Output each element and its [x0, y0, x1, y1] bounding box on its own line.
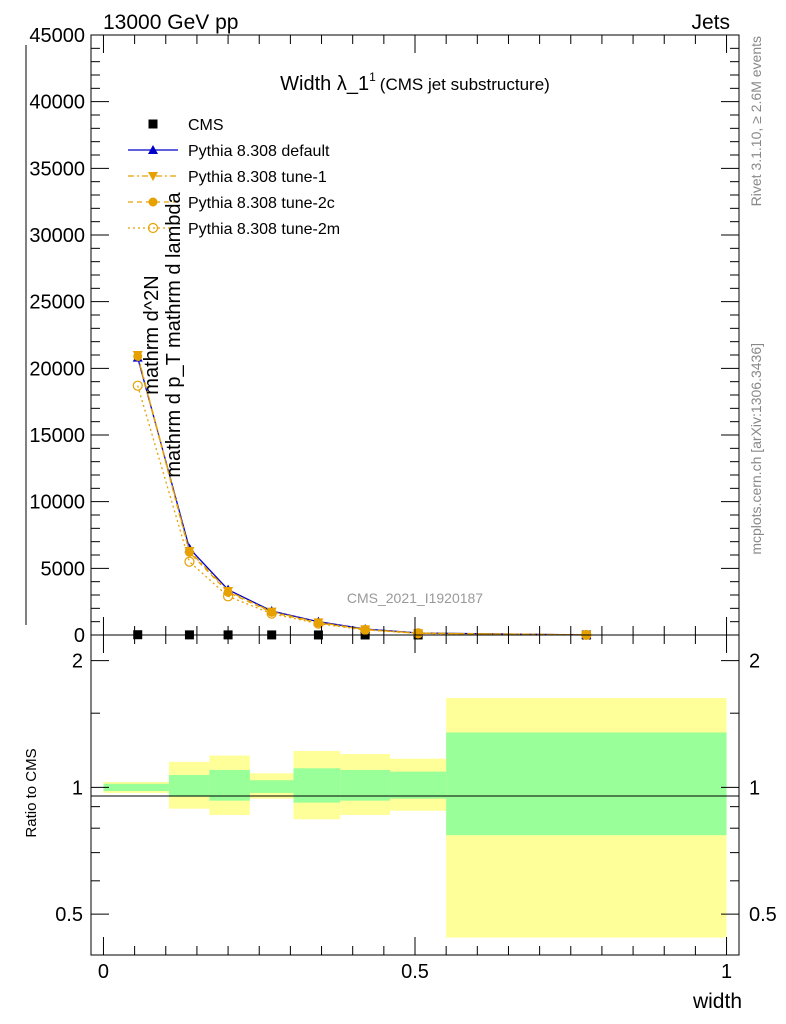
- main-y-tick-label: 10000: [29, 492, 85, 514]
- ratio-y-tick-label: 1: [72, 777, 83, 799]
- legend-label: Pythia 8.308 tune-2m: [188, 221, 340, 238]
- ratio-plot-frame: [90, 634, 740, 956]
- legend-marker: [148, 145, 158, 154]
- main-y-tick-label: 25000: [29, 292, 85, 314]
- ratio-y-tick-label-right: 0.5: [749, 904, 777, 926]
- legend-marker: [148, 119, 158, 129]
- main-y-tick-label: 0: [74, 625, 85, 647]
- ratio-bands: [103, 697, 727, 938]
- ratio-y-axis-label: Ratio to CMS: [23, 748, 40, 837]
- legend-marker: [147, 222, 159, 234]
- ratio-y-tick-label-right: 1: [749, 777, 760, 799]
- main-y-tick-label: 45000: [29, 25, 85, 47]
- data-point: [313, 618, 324, 629]
- main-y-tick-label: 15000: [29, 425, 85, 447]
- chart-title-sup: 1: [369, 70, 376, 84]
- main-y-tick-label: 5000: [41, 558, 86, 580]
- ratio-inner-band: [249, 780, 294, 793]
- legend-entry: Pythia 8.308 tune-2m: [128, 221, 340, 238]
- x-tick-label: 0.5: [401, 961, 429, 983]
- chart-title-text: Width λ_1: [280, 73, 369, 95]
- data-point: [413, 628, 424, 639]
- data-point: [132, 380, 143, 391]
- main-y-label-line: mathrm d^2N: [141, 275, 163, 394]
- legend-label: Pythia 8.308 tune-1: [188, 169, 327, 186]
- legend-label: CMS: [188, 117, 224, 134]
- ratio-y-ticks: 0.5 0.5 1 1 2 2: [55, 651, 777, 927]
- header-right: Jets: [691, 11, 730, 34]
- legend-label: Pythia 8.308 tune-2c: [188, 195, 335, 212]
- chart-title-suffix: (CMS jet substructure): [380, 75, 550, 94]
- x-axis-ticks: 0 0.5 1: [98, 35, 732, 983]
- main-series-group: [132, 351, 592, 641]
- ratio-inner-band: [446, 732, 727, 836]
- ratio-inner-band: [293, 768, 341, 803]
- main-plot: 0 5000 10000 15000 20000 25000 30000 35000 40000…: [25, 25, 740, 647]
- x-axis-label: width: [692, 990, 742, 1013]
- main-y-ticks: 0 5000 10000 15000 20000 25000 30000 35000 40000…: [29, 25, 739, 647]
- legend-entry: CMS: [148, 117, 224, 134]
- legend-marker: [148, 197, 158, 207]
- ratio-plot: 0.5 0.51 12 2 0 0.5 1 Ratio to CMS width: [23, 35, 777, 1013]
- data-point: [360, 624, 371, 636]
- main-y-label-line: mathrm d p_T mathrm d lambda: [163, 191, 185, 477]
- x-tick-label: 0: [98, 961, 109, 983]
- data-point: [184, 556, 195, 567]
- chart-title: Width λ_11 (CMS jet substructure): [280, 70, 550, 95]
- legend-marker: [148, 172, 158, 181]
- data-point: [360, 625, 370, 635]
- legend-label: Pythia 8.308 default: [188, 143, 330, 160]
- rivet-label: Rivet 3.1.10, ≥ 2.6M events: [748, 36, 764, 206]
- series-line: [137, 385, 587, 636]
- data-point: [266, 608, 277, 619]
- data-point: [222, 591, 234, 602]
- ratio-y-tick-label: 0.5: [55, 904, 83, 926]
- header-left: 13000 GeV pp: [103, 11, 238, 34]
- data-point: [313, 618, 323, 628]
- ratio-y-tick-label-right: 2: [749, 651, 760, 673]
- legend-entry: Pythia 8.308 tune-1: [128, 169, 327, 186]
- mcplots-label: mcplots.cern.ch [arXiv:1306.3436]: [748, 343, 764, 555]
- data-point: [133, 351, 143, 361]
- legend-entry: Pythia 8.308 tune-2c: [128, 195, 335, 212]
- ratio-y-tick-label: 2: [72, 651, 83, 673]
- main-y-tick-label: 35000: [29, 158, 85, 180]
- legend-entry: Pythia 8.308 default: [128, 143, 330, 160]
- ratio-inner-band: [168, 774, 210, 797]
- legend: CMS Pythia 8.308 default Pythia 8.308 tune…: [128, 117, 340, 238]
- ratio-inner-band: [103, 783, 169, 792]
- main-y-tick-label: 40000: [29, 92, 85, 114]
- x-tick-label: 1: [721, 961, 732, 983]
- ratio-inner-band: [390, 771, 447, 799]
- main-y-tick-label: 20000: [29, 358, 85, 380]
- series-line: [137, 354, 587, 636]
- series-4: [132, 380, 592, 641]
- watermark: CMS_2021_I1920187: [347, 590, 483, 606]
- main-y-tick-label: 30000: [29, 225, 85, 247]
